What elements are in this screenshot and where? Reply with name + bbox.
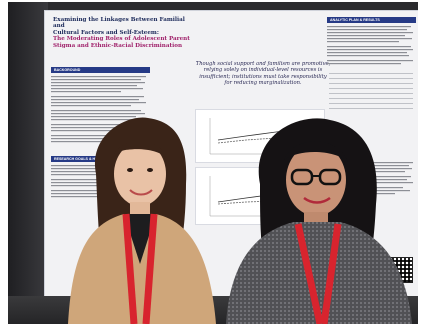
face-right bbox=[286, 144, 346, 216]
poster-title-line3: The Moderating Roles of Adolescent Paren… bbox=[53, 36, 190, 43]
poster-section-background: BACKGROUND bbox=[51, 67, 150, 73]
poster-section-results: ANALYTIC PLAN & RESULTS bbox=[327, 17, 416, 23]
poster-section-goals: RESEARCH GOALS & HYPOTHESES bbox=[51, 156, 120, 162]
poster-title-line2: Cultural Factors and Self-Esteem: bbox=[53, 29, 159, 36]
poster-quote: Though social support and familism are p… bbox=[195, 61, 331, 87]
face-left bbox=[114, 142, 166, 206]
text-lines bbox=[51, 76, 146, 143]
lanyard-right bbox=[294, 223, 324, 324]
person-left bbox=[68, 117, 216, 324]
poster-results-text bbox=[327, 25, 415, 125]
poster-title-line1: Examining the Linkages Between Familial … bbox=[53, 17, 185, 30]
poster-title: Examining the Linkages Between Familial … bbox=[53, 17, 193, 49]
poster-background-text bbox=[51, 75, 149, 151]
lanyard-left bbox=[122, 213, 138, 324]
conference-photo: Examining the Linkages Between Familial … bbox=[8, 2, 418, 324]
person-right bbox=[226, 118, 412, 324]
poster-title-line4: Stigma and Ethnic-Racial Discrimination bbox=[53, 42, 183, 49]
poster-goals-text bbox=[51, 164, 117, 224]
text-lines bbox=[51, 165, 113, 198]
coat-left bbox=[68, 214, 216, 324]
background-wall-left bbox=[8, 2, 48, 324]
text-lines bbox=[327, 26, 413, 109]
